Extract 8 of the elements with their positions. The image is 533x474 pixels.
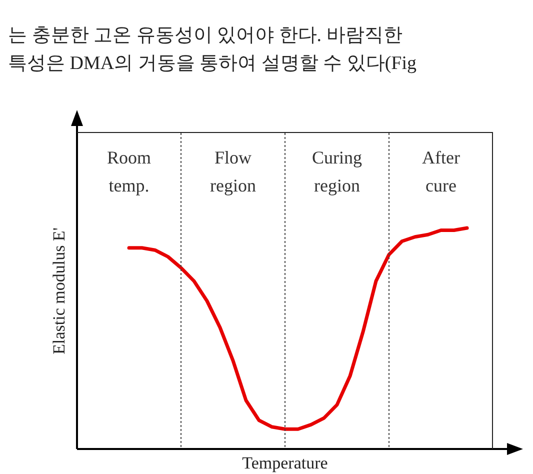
text: Flow region <box>210 148 256 196</box>
text: After cure <box>422 148 460 196</box>
x-axis-title: Temperature <box>242 453 328 472</box>
y-axis-title: Elastic modulus E' <box>49 228 68 354</box>
chart-title: 는 충분한 고온 유동성이 있어야 한다. 바람직한 <box>8 24 402 48</box>
chart-subtitle: 특성은 DMA의 거동을 통하여 설명할 수 있다(Fig <box>8 52 417 76</box>
text: Curing region <box>312 148 362 196</box>
text: Room temp. <box>106 148 152 196</box>
